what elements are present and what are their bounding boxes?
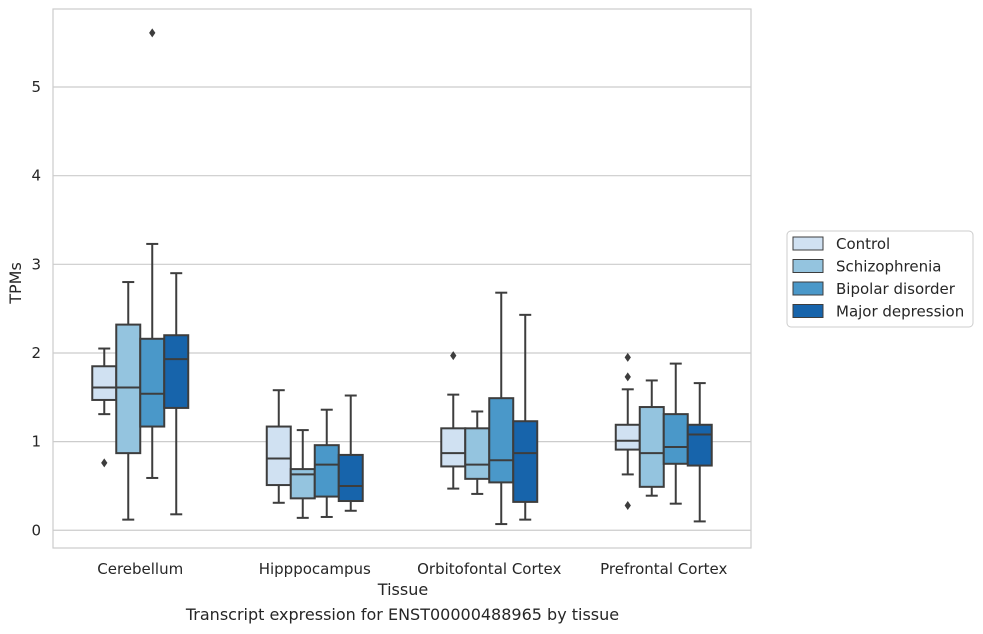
box-1-0 xyxy=(265,389,292,504)
box-2-2 xyxy=(488,291,515,526)
legend-frame xyxy=(786,230,974,328)
box-0-0 xyxy=(91,347,118,468)
legend-label: Bipolar disorder xyxy=(836,280,956,298)
legend-swatch xyxy=(792,236,824,251)
y-tick-label: 3 xyxy=(31,255,41,273)
box-2-0 xyxy=(440,351,467,490)
outlier-point xyxy=(624,500,631,510)
box-2-3 xyxy=(512,313,539,521)
legend-label: Schizophrenia xyxy=(836,258,941,276)
box-1-3 xyxy=(337,394,364,512)
x-tick-label: Hipppocampus xyxy=(259,560,371,578)
box-0-2 xyxy=(139,28,166,479)
box-iqr xyxy=(464,427,491,480)
box-3-2 xyxy=(662,362,689,505)
y-tick-label: 2 xyxy=(31,344,41,362)
y-tick-label: 1 xyxy=(31,433,41,451)
box-0-1 xyxy=(115,281,142,521)
outlier-point xyxy=(101,458,108,468)
y-tick-label: 4 xyxy=(31,167,41,185)
box-1-2 xyxy=(313,408,340,518)
box-iqr xyxy=(265,425,292,487)
box-2-1 xyxy=(464,410,491,495)
box-marks xyxy=(91,28,713,526)
outlier-point xyxy=(149,28,156,38)
legend-swatch xyxy=(792,281,824,296)
box-iqr xyxy=(139,337,166,428)
box-1-1 xyxy=(289,429,316,519)
legend: Control Schizophrenia Bipolar disorder Majo… xyxy=(786,230,974,328)
y-tick-label: 5 xyxy=(31,78,41,96)
figure-caption: Transcript expression for ENST0000048896… xyxy=(185,605,620,624)
outlier-point xyxy=(624,352,631,362)
y-tick-labels: 0 1 2 3 4 5 xyxy=(31,78,41,539)
box-iqr xyxy=(313,444,340,498)
legend-swatch xyxy=(792,259,824,273)
box-iqr xyxy=(440,427,467,468)
outlier-point xyxy=(450,351,457,361)
box-iqr xyxy=(686,423,713,467)
plot-area-frame xyxy=(52,8,752,549)
y-axis-label: TPMs xyxy=(6,262,25,305)
x-axis-label: Tissue xyxy=(377,580,428,599)
box-iqr xyxy=(337,453,364,503)
y-tick-label: 0 xyxy=(31,521,41,539)
x-tick-label: Prefrontal Cortex xyxy=(600,560,727,578)
box-3-0 xyxy=(614,352,641,510)
x-tick-labels: Cerebellum Hipppocampus Orbitofontal Corte… xyxy=(97,560,727,578)
box-3-1 xyxy=(638,379,665,497)
legend-label: Major depression xyxy=(836,303,964,321)
box-0-3 xyxy=(163,272,190,516)
legend-swatch xyxy=(792,304,824,318)
x-tick-label: Cerebellum xyxy=(97,560,183,578)
box-iqr xyxy=(115,323,142,455)
legend-label: Control xyxy=(836,235,890,253)
box-iqr xyxy=(512,420,539,503)
box-iqr xyxy=(91,365,118,401)
box-iqr xyxy=(662,413,689,465)
outlier-point xyxy=(624,372,631,382)
x-tick-label: Orbitofontal Cortex xyxy=(417,560,561,578)
box-iqr xyxy=(488,397,515,484)
box-iqr xyxy=(163,334,190,409)
box-iqr xyxy=(638,406,665,488)
box-iqr xyxy=(614,423,641,451)
box-3-3 xyxy=(686,382,713,523)
